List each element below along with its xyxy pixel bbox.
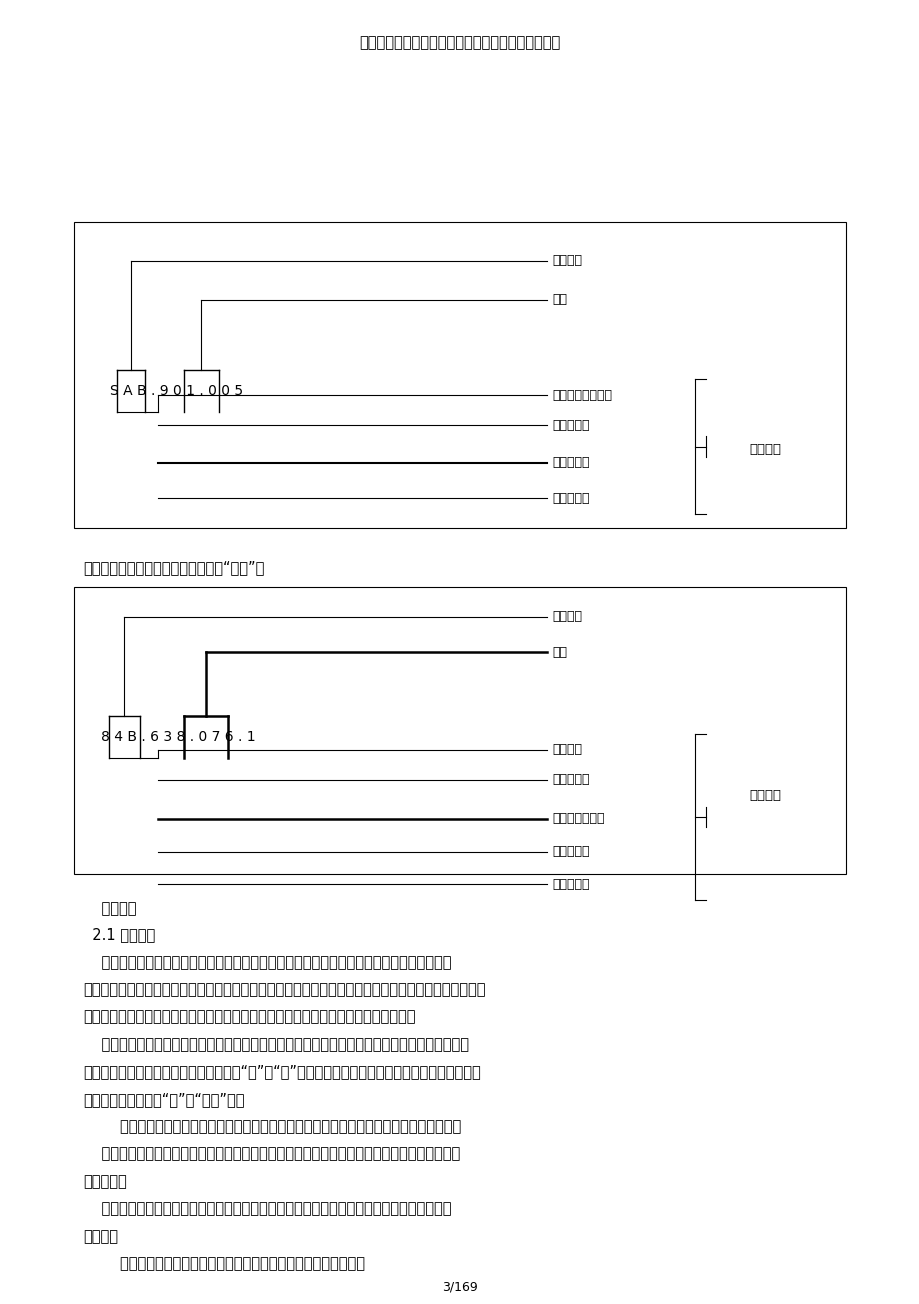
Text: 2.1 基本要求: 2.1 基本要求 — [83, 927, 155, 943]
Text: 3/169: 3/169 — [442, 1281, 477, 1294]
Text: 部（导磁）: 部（导磁） — [551, 845, 589, 858]
Text: 特征代号: 特征代号 — [749, 789, 781, 802]
Text: 8 4 B . 6 3 8 . 0 7 6 . 1: 8 4 B . 6 3 8 . 0 7 6 . 1 — [101, 730, 255, 743]
Text: 不一样对象的图样，不得使用同样的代号。反之，同样的图样，不得使用不一样的代号。代号的系统可根: 不一样对象的图样，不得使用同样的代号。反之，同样的图样，不得使用不一样的代号。代… — [83, 982, 485, 998]
Text: 类（螺钉）: 类（螺钉） — [551, 419, 589, 432]
Text: 企业代号: 企业代号 — [551, 610, 582, 623]
Text: 序号: 序号 — [551, 293, 566, 306]
Text: 序号: 序号 — [551, 645, 566, 659]
Text: 类型序号: 类型序号 — [551, 743, 582, 756]
Text: 低压电器命名规则电工产品图样及技术文件编制导则: 低压电器命名规则电工产品图样及技术文件编制导则 — [359, 35, 560, 51]
Text: 部件或部件的名称可依据他们的特色或用途选定，但通用性很大的零部件，其名称应按其特: 部件或部件的名称可依据他们的特色或用途选定，但通用性很大的零部件，其名称应按其特 — [83, 1201, 451, 1217]
Text: 增补规定，或纳入该“类”的“其余”组。: 增补规定，或纳入该“类”的“其余”组。 — [83, 1091, 244, 1107]
Text: 红（轭心）: 红（轭心） — [551, 773, 589, 786]
Text: 分组表内写在括弧中的文字，假如是说明性质的，可作为选命名称的参照，不可以作为名称的: 分组表内写在括弧中的文字，假如是说明性质的，可作为选命名称的参照，不可以作为名称… — [83, 1146, 460, 1162]
Bar — [74, 587, 845, 874]
Text: 每一产品及其构成部分，都应以一物一号为原则绘成标准幅面的单份图样，并编定代号。对: 每一产品及其构成部分，都应以一物一号为原则绘成标准幅面的单份图样，并编定代号。对 — [83, 955, 451, 970]
Text: 奉的导磁部分）: 奉的导磁部分） — [551, 812, 604, 825]
Text: 特征代号: 特征代号 — [749, 443, 781, 456]
Text: 企业代号: 企业代号 — [551, 254, 582, 267]
Text: 行业归口单位还有规定外，可按其归属的“部”、“类”及本文件的有关规定在分组表相应的空格中自行: 行业归口单位还有规定外，可按其归属的“部”、“类”及本文件的有关规定在分组表相应… — [83, 1064, 480, 1080]
Text: 级（零件）: 级（零件） — [551, 878, 589, 891]
Text: 分组表中的名称如与有关标准或上司规定不一致时，应按有关标准或上司规定自行更正。: 分组表中的名称如与有关标准或上司规定不一致时，应按有关标准或上司规定自行更正。 — [83, 1119, 460, 1134]
Text: 级（零件）: 级（零件） — [551, 492, 589, 505]
Text: 据产品及其构成部分的种类多少来确立，可以按基本代号系统或增补代号系统来采纳。: 据产品及其构成部分的种类多少来确立，可以按基本代号系统或增补代号系统来采纳。 — [83, 1009, 414, 1025]
Text: 比方：起导电作用的双头螺栋，应叫双头螺栋，而不叫导电杆。: 比方：起导电作用的双头螺栋，应叫双头螺栋，而不叫导电杆。 — [83, 1256, 365, 1271]
Text: 构成部分。: 构成部分。 — [83, 1174, 127, 1189]
Bar — [74, 222, 845, 528]
Text: 编号方法: 编号方法 — [83, 901, 136, 917]
Text: 分组表中规定的名称和代号，原则上不一样意改正，应按其规定采纳。如没有所需的名称时，除: 分组表中规定的名称和代号，原则上不一样意改正，应按其规定采纳。如没有所需的名称时… — [83, 1037, 469, 1052]
Text: 红（沉头的螺钉）: 红（沉头的螺钉） — [551, 389, 611, 402]
Text: 征选定。: 征选定。 — [83, 1228, 118, 1244]
Text: S A B . 9 0 1 . 0 0 5: S A B . 9 0 1 . 0 0 5 — [110, 385, 244, 398]
Text: 部（紧固）: 部（紧固） — [551, 456, 589, 469]
Text: 增补代号系统的代号书写示例：部件“死心”。: 增补代号系统的代号书写示例：部件“死心”。 — [83, 559, 264, 575]
